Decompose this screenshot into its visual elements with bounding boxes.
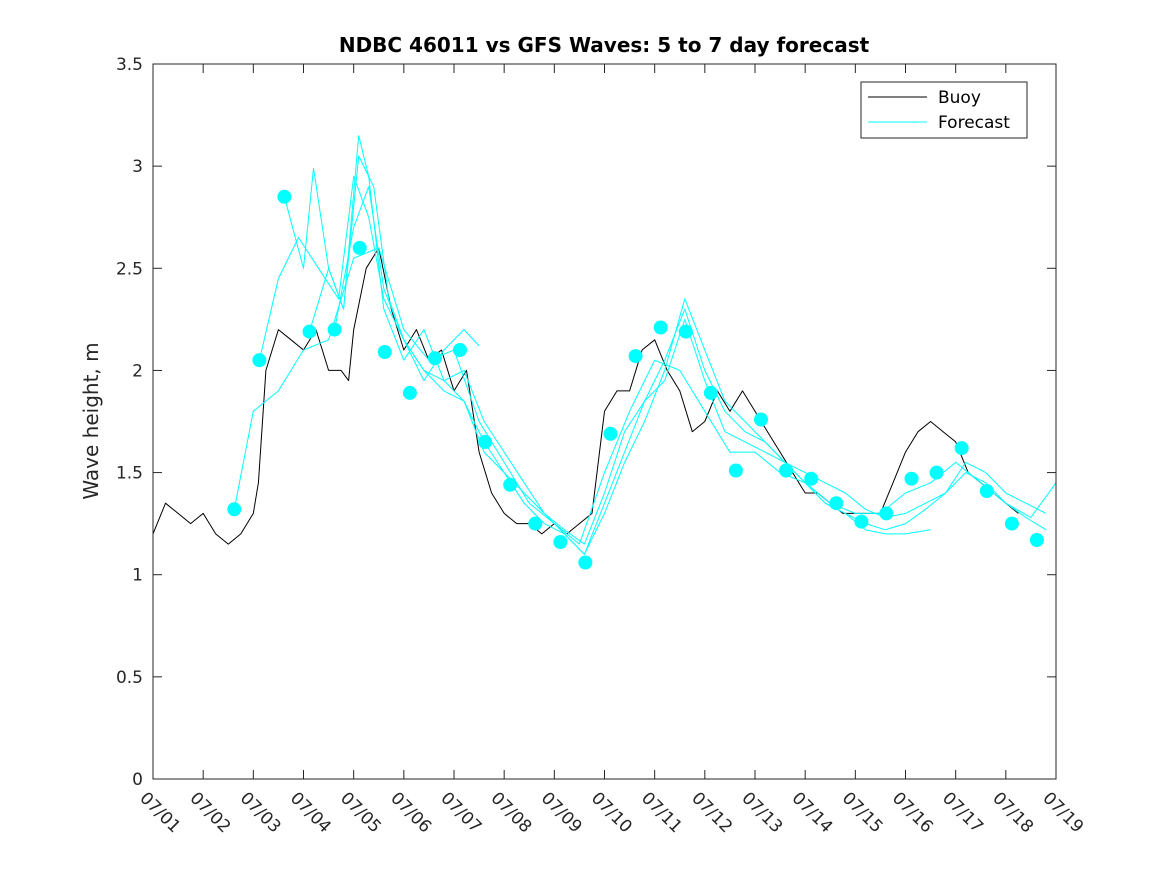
forecast-point: [578, 555, 593, 570]
plot-area-frame: [152, 63, 1057, 780]
x-tick-label: 07/07: [436, 788, 485, 837]
x-tick-label: 07/08: [487, 788, 536, 837]
forecast-point: [1029, 533, 1044, 547]
x-axis: 07/01 07/02 07/03 07/04 07/05 07/06 07/07 07/08…: [135, 64, 1087, 837]
forecast-point: [954, 441, 969, 456]
x-tick-label: 07/12: [687, 788, 736, 837]
x-tick-label: 07/01: [135, 788, 184, 837]
forecast-run-line: [334, 186, 480, 382]
forecast-point: [377, 345, 392, 359]
x-tick-label: 07/05: [336, 788, 385, 837]
x-tick-label: 07/02: [186, 788, 235, 837]
y-tick-label: 1: [132, 566, 143, 586]
legend-buoy-label: Buoy: [938, 88, 981, 108]
forecast-point: [804, 471, 819, 486]
x-tick-label: 07/19: [1038, 788, 1087, 837]
forecast-point: [352, 240, 367, 255]
forecast-run-line: [283, 135, 1047, 555]
x-tick-label: 07/06: [386, 788, 435, 837]
forecast-point: [979, 484, 994, 498]
x-tick-label: 07/15: [838, 788, 887, 837]
x-tick-label: 07/03: [236, 788, 285, 837]
legend-box: [860, 81, 1028, 139]
y-tick-label: 1.5: [116, 464, 143, 484]
y-tick-label: 0: [132, 770, 143, 790]
y-tick-label: 3.5: [116, 55, 143, 75]
forecast-point: [603, 426, 618, 441]
x-tick-label: 07/18: [988, 788, 1037, 837]
buoy-series-line: [152, 247, 1019, 545]
forecast-point: [503, 477, 518, 492]
forecast-point: [904, 471, 919, 486]
forecast-point: [728, 463, 743, 478]
x-tick-label: 07/16: [888, 788, 937, 837]
forecast-point: [453, 343, 467, 357]
y-tick-label: 2.5: [116, 259, 143, 279]
forecast-point: [528, 516, 543, 531]
x-tick-label: 07/14: [788, 788, 837, 837]
forecast-point: [754, 412, 768, 427]
y-tick-label: 0.5: [116, 668, 143, 688]
forecast-run-line: [309, 155, 931, 555]
x-tick-label: 07/10: [587, 788, 636, 837]
y-tick-label: 2: [132, 361, 143, 381]
legend-forecast-label: Forecast: [938, 113, 1010, 133]
y-axis-label: Wave height, m: [79, 342, 103, 499]
x-tick-label: 07/13: [737, 788, 786, 837]
forecast-point: [653, 320, 668, 335]
chart-title: NDBC 46011 vs GFS Waves: 5 to 7 day fore…: [339, 33, 870, 57]
x-tick-label: 07/17: [938, 788, 987, 837]
y-axis: 0 0.5 1 1.5 2 2.5 3 3.5: [116, 55, 1056, 790]
x-tick-label: 07/09: [537, 788, 586, 837]
forecast-run-line: [258, 175, 1047, 545]
forecast-run-line: [233, 247, 1057, 545]
forecast-point: [929, 465, 944, 480]
x-tick-label: 07/11: [637, 788, 686, 837]
series-layer: [152, 135, 1057, 570]
legend: Buoy Forecast: [860, 81, 1028, 139]
forecast-point: [402, 385, 417, 400]
forecast-point: [628, 349, 643, 364]
forecast-point: [1004, 516, 1019, 531]
y-tick-label: 3: [132, 157, 143, 177]
forecast-point: [553, 535, 568, 549]
x-tick-label: 07/04: [286, 788, 335, 837]
